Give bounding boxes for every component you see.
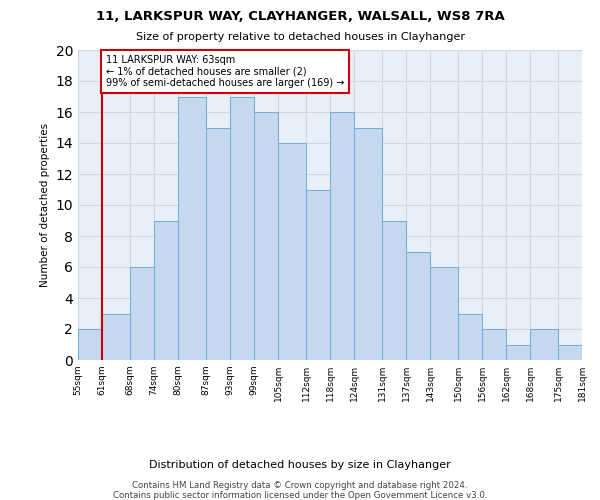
Bar [154,220,178,360]
Bar [482,329,506,360]
Bar [558,344,582,360]
Bar [230,96,254,360]
Text: 11, LARKSPUR WAY, CLAYHANGER, WALSALL, WS8 7RA: 11, LARKSPUR WAY, CLAYHANGER, WALSALL, W… [95,10,505,23]
Text: Contains public sector information licensed under the Open Government Licence v3: Contains public sector information licen… [113,491,487,500]
Bar [406,252,430,360]
Text: Distribution of detached houses by size in Clayhanger: Distribution of detached houses by size … [149,460,451,470]
Bar [306,190,330,360]
Bar [354,128,382,360]
Bar [278,143,306,360]
Bar [382,220,406,360]
Bar [530,329,558,360]
Bar [458,314,482,360]
Bar [206,128,230,360]
Bar [78,329,102,360]
Bar [178,96,206,360]
Bar [430,267,458,360]
Text: 11 LARKSPUR WAY: 63sqm
← 1% of detached houses are smaller (2)
99% of semi-detac: 11 LARKSPUR WAY: 63sqm ← 1% of detached … [106,54,344,88]
Bar [254,112,278,360]
Bar [130,267,154,360]
Bar [102,314,130,360]
Y-axis label: Number of detached properties: Number of detached properties [40,123,50,287]
Bar [506,344,530,360]
Text: Size of property relative to detached houses in Clayhanger: Size of property relative to detached ho… [136,32,464,42]
Text: Contains HM Land Registry data © Crown copyright and database right 2024.: Contains HM Land Registry data © Crown c… [132,481,468,490]
Bar [330,112,354,360]
